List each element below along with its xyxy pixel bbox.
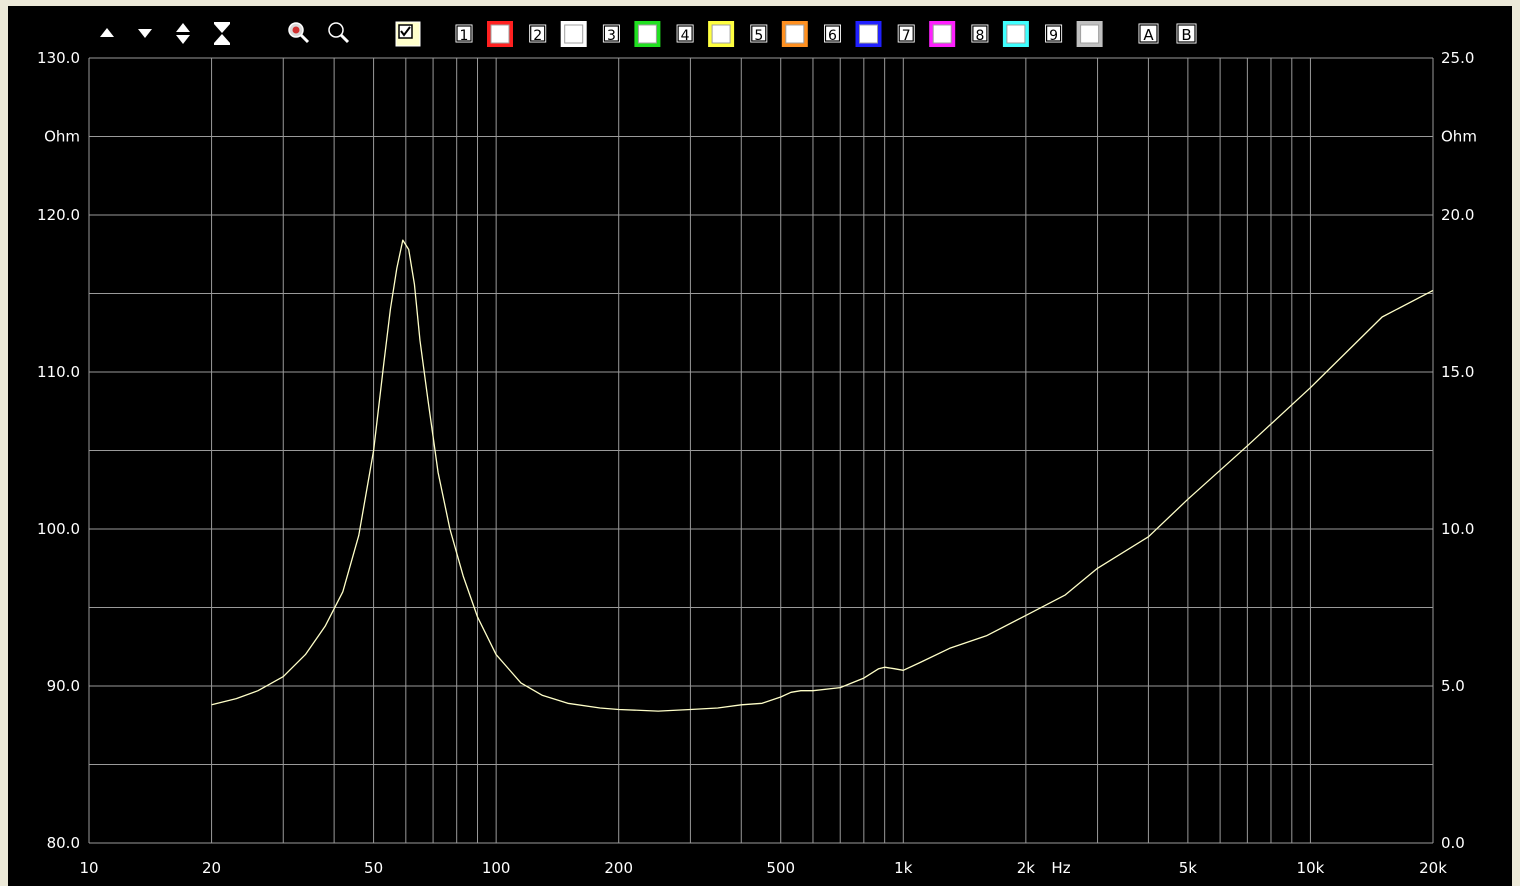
channel-label: 6 [828, 28, 837, 44]
x-tick-label: 200 [604, 859, 633, 877]
channel-number-box [454, 23, 474, 44]
series-lines [211, 239, 1434, 712]
y-left-tick-label: Ohm [44, 128, 80, 146]
x-tick-label: 20 [202, 859, 221, 877]
channel-label: 7 [902, 28, 911, 44]
channel-label: 1 [460, 28, 469, 44]
y-right-tick-label: 5.0 [1441, 677, 1465, 695]
x-unit-label: Hz [1051, 859, 1070, 877]
x-tick-label: 5k [1179, 859, 1198, 877]
expand-vertical-icon[interactable] [176, 23, 190, 44]
channel-label: 8 [975, 28, 984, 44]
y-right-tick-label: 20.0 [1441, 206, 1474, 224]
marker-label: B [1181, 26, 1191, 44]
channel-label: 2 [533, 28, 542, 44]
y-left-tick-labels: 130.0 Ohm 120.0 110.0 100.0 90.0 80.0 [37, 49, 80, 852]
y-right-tick-label: 25.0 [1441, 49, 1474, 67]
x-tick-label: 1k [894, 859, 913, 877]
channel-9-toggle[interactable]: 9 [1044, 21, 1103, 47]
y-right-tick-label: 10.0 [1441, 520, 1474, 538]
channel-4-toggle[interactable]: 4 [675, 21, 735, 47]
channel-number-box [749, 23, 769, 44]
x-tick-label: 20k [1419, 859, 1447, 877]
channel-number-box [675, 23, 695, 44]
y-left-tick-label: 130.0 [37, 49, 80, 67]
x-tick-label: 10k [1297, 859, 1325, 877]
channel-number-box [970, 23, 990, 44]
channel-3-toggle[interactable]: 3 [601, 21, 661, 47]
x-tick-label: 100 [482, 859, 511, 877]
channel-label: 5 [754, 28, 763, 44]
y-right-tick-label: Ohm [1441, 128, 1477, 146]
marker-a-button[interactable]: A [1137, 22, 1160, 45]
compress-vertical-icon[interactable] [214, 22, 230, 45]
channel-8-toggle[interactable]: 8 [970, 21, 1029, 47]
marker-b-button[interactable]: B [1175, 22, 1198, 45]
y-left-tick-label: 80.0 [47, 834, 80, 852]
channel-1-toggle[interactable]: 1 [454, 21, 513, 47]
y-right-tick-label: 0.0 [1441, 834, 1465, 852]
channel-number-box [601, 23, 621, 44]
x-tick-label: 500 [766, 859, 795, 877]
main-checkbox[interactable] [395, 21, 421, 47]
channel-5-toggle[interactable]: 5 [749, 21, 808, 47]
y-left-tick-label: 90.0 [47, 677, 80, 695]
x-tick-label: 50 [364, 859, 383, 877]
y-left-tick-label: 120.0 [37, 206, 80, 224]
triangle-down-icon[interactable] [138, 29, 152, 38]
zoom-out-icon[interactable] [328, 22, 350, 44]
y-right-tick-label: 15.0 [1441, 363, 1474, 381]
channel-label: 3 [607, 28, 616, 44]
channel-2-toggle[interactable]: 2 [528, 21, 587, 47]
x-tick-label: 10 [79, 859, 98, 877]
toolbar: 1 2 3 4 5 6 7 8 9 A B [100, 21, 1198, 47]
y-left-tick-label: 110.0 [37, 363, 80, 381]
channel-number-box [1044, 23, 1064, 44]
channel-number-box [896, 23, 916, 44]
channel-7-toggle[interactable]: 7 [896, 21, 956, 47]
x-tick-labels: 10 20 50 100 200 500 1k 2k 5k 10k 20k [79, 859, 1447, 877]
impedance-curve [211, 239, 1434, 712]
triangle-up-icon[interactable] [100, 28, 114, 37]
channel-number-box [528, 23, 548, 44]
channel-number-box [823, 23, 842, 44]
x-tick-label: 2k [1017, 859, 1036, 877]
channel-label: 9 [1049, 28, 1058, 44]
y-right-tick-labels: 25.0 Ohm 20.0 15.0 10.0 5.0 0.0 [1441, 49, 1477, 852]
channel-6-toggle[interactable]: 6 [823, 21, 882, 47]
marker-label: A [1143, 26, 1154, 44]
zoom-in-icon[interactable] [288, 22, 310, 44]
grid-lines [88, 57, 1434, 844]
y-left-tick-label: 100.0 [37, 520, 80, 538]
channel-label: 4 [681, 28, 690, 44]
